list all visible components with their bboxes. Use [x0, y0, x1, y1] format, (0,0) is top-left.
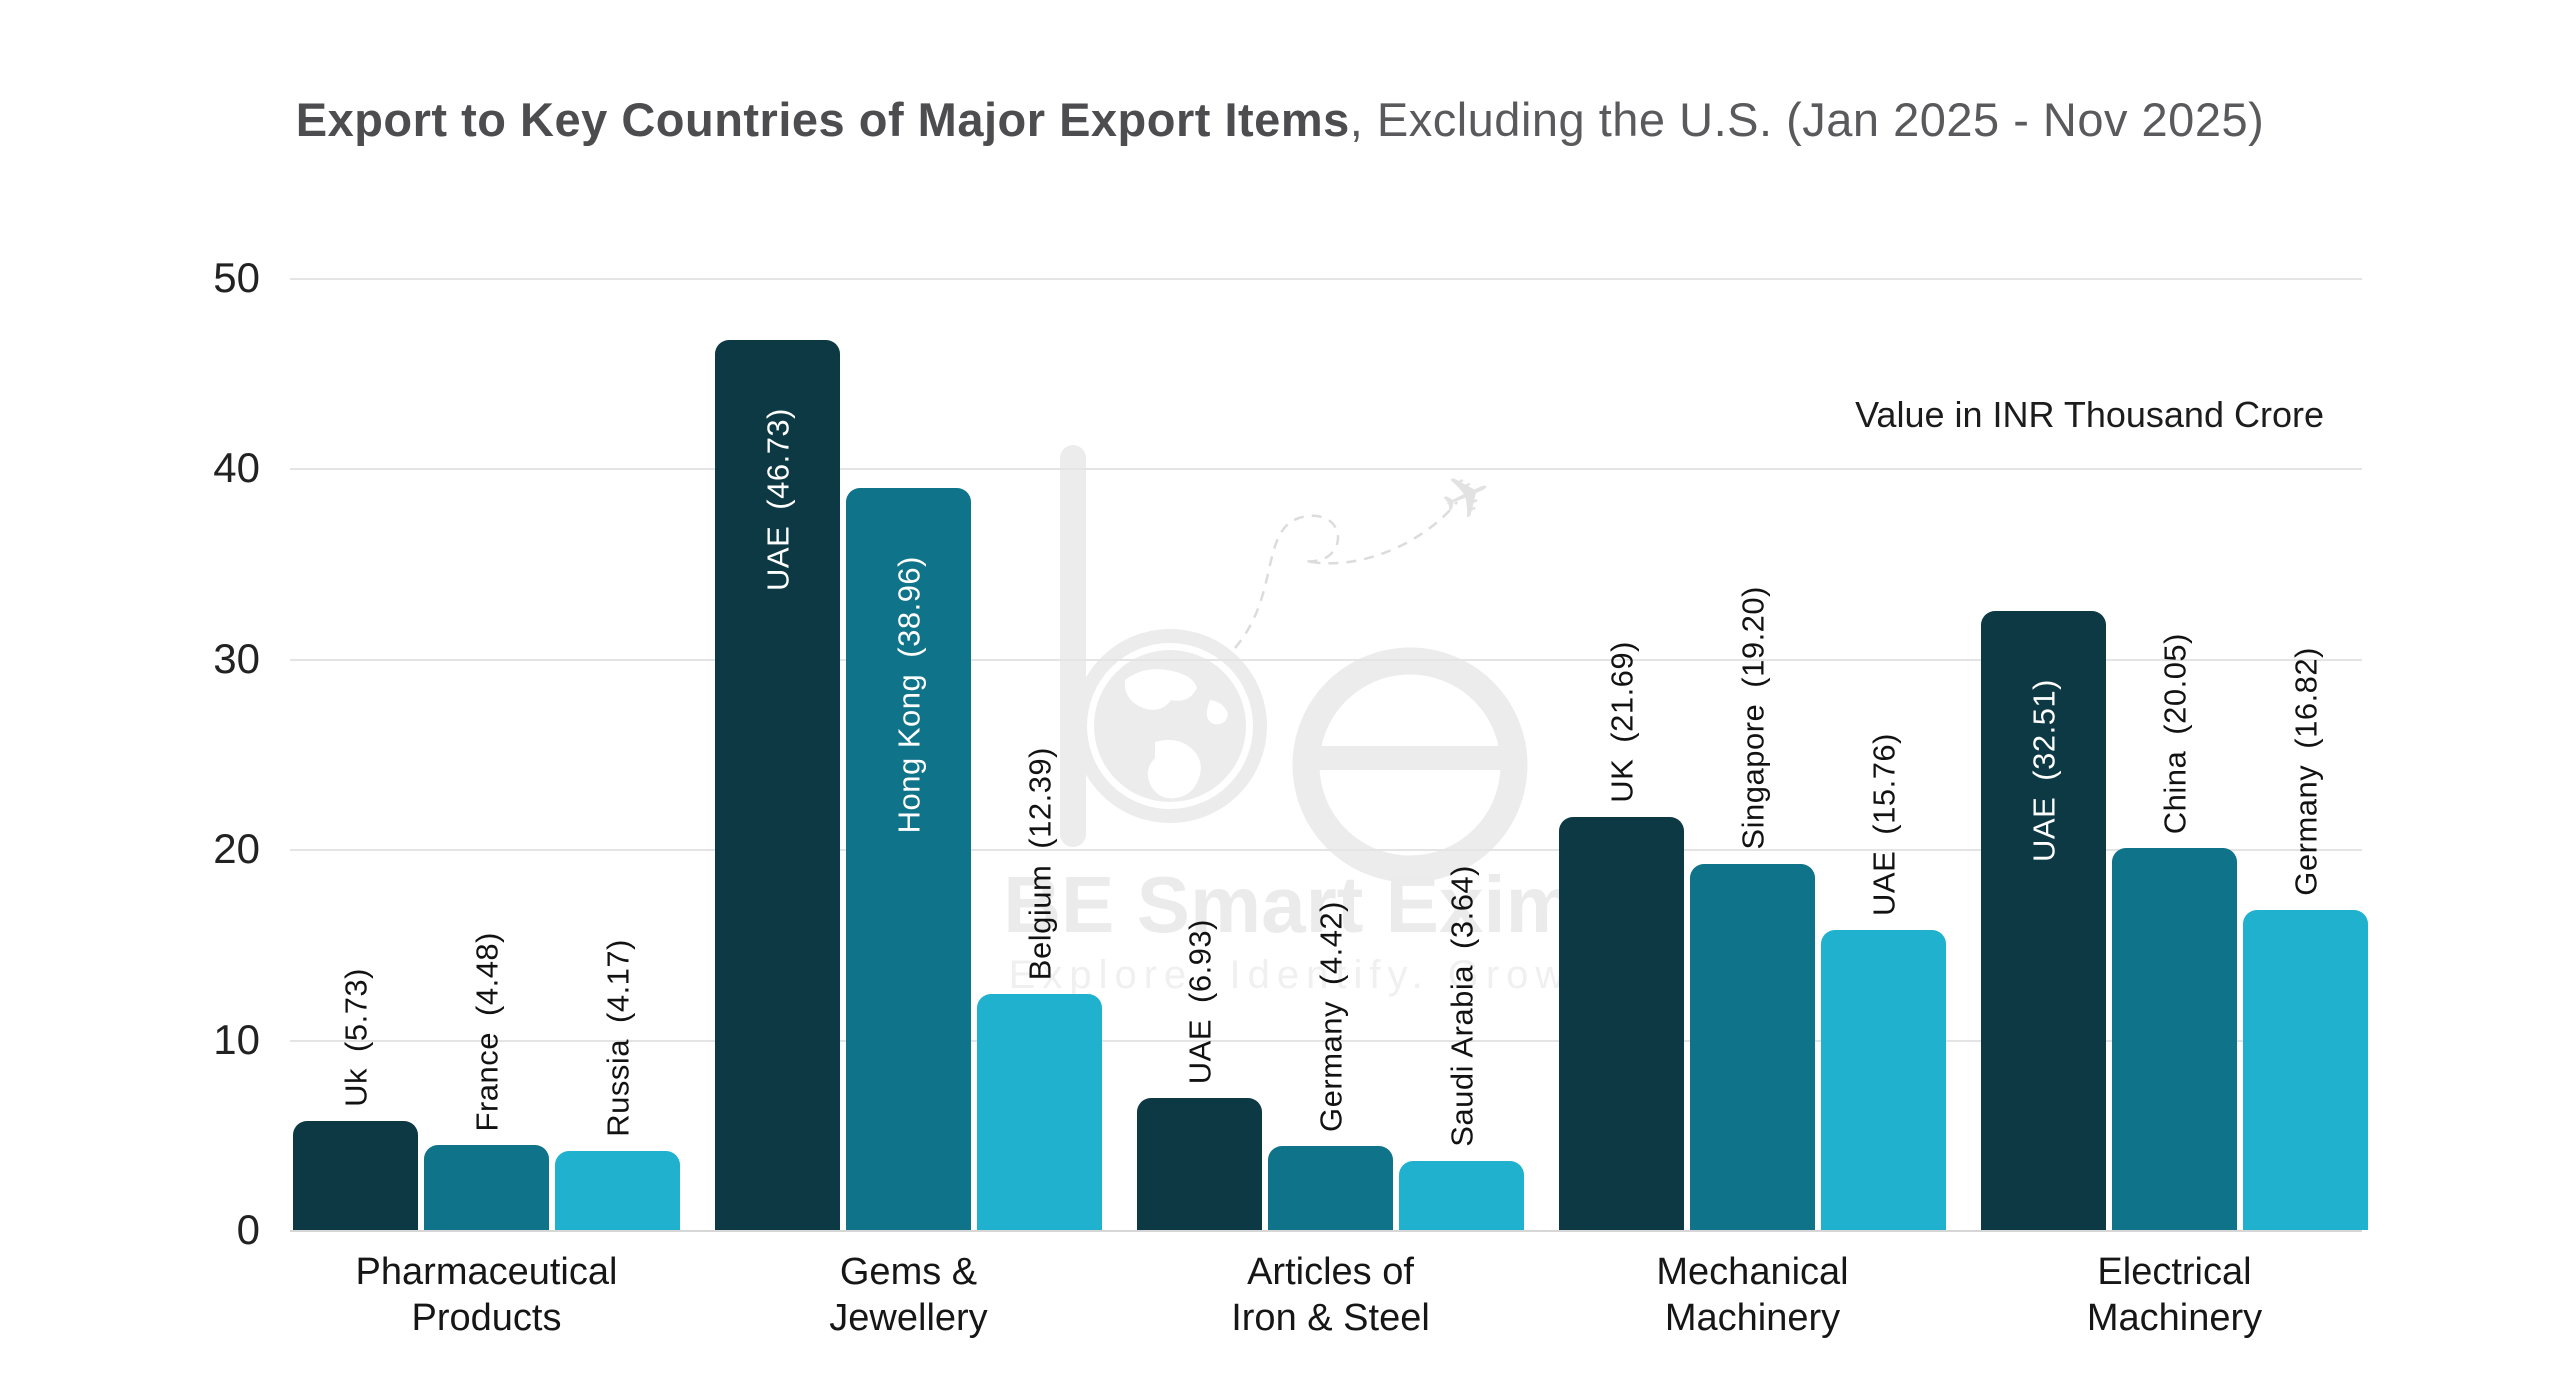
chart-title-bold: Export to Key Countries of Major Export … — [295, 93, 1350, 146]
bar-wrap: Belgium (12.39) — [977, 747, 1102, 1230]
bar-wrap: Uk (5.73) — [293, 968, 418, 1230]
bar-wrap: France (4.48) — [424, 932, 549, 1230]
bar-label: UK (21.69) — [1604, 641, 1639, 803]
bars-row: Uk (5.73) France (4.48) Russia (4.17) — [293, 932, 680, 1230]
gridline-40 — [290, 468, 2362, 471]
category-label-line: Articles of — [1247, 1251, 1414, 1293]
watermark-brand: BE Smart Exim — [1003, 860, 1577, 949]
bars-row: UK (21.69) Singapore (19.20) UAE (15.76) — [1559, 586, 1946, 1230]
globe-icon — [1094, 650, 1246, 802]
bar-wrap: UAE (46.73) — [715, 340, 840, 1230]
bar-singapore — [1690, 864, 1815, 1230]
bars-row: UAE (32.51) China (20.05) Germany (16.82) — [1981, 611, 2368, 1230]
flight-trail — [1234, 501, 1458, 649]
category-label-line: Machinery — [2086, 1296, 2263, 1339]
bar-label: Belgium (12.39) — [1022, 746, 1057, 980]
bar-wrap: Germany (4.42) — [1268, 901, 1393, 1230]
bar-group-2: UAE (46.73) Hong Kong (38.96) Belgium (12.… — [715, 340, 1102, 1339]
bar-label: Singapore (19.20) — [1735, 586, 1770, 850]
chart-title-rest: , Excluding the U.S. (Jan 2025 - Nov 202… — [1349, 93, 2265, 146]
bar-label: France (4.48) — [469, 931, 504, 1131]
bar-group-1: Uk (5.73) France (4.48) Russia (4.17) Pharm… — [293, 932, 680, 1339]
bar-label: UAE (46.73) — [760, 408, 795, 591]
bar-label: Saudi Arabia (3.64) — [1444, 865, 1479, 1147]
bar-uae — [715, 340, 840, 1230]
y-tick-20: 20 — [213, 825, 260, 873]
bar-label: UAE (6.93) — [1182, 918, 1217, 1084]
bar-group-3: UAE (6.93) Germany (4.42) Saudi Arabia (3.… — [1137, 865, 1524, 1339]
bar-label: China (20.05) — [2157, 632, 2192, 834]
bar-belgium — [977, 994, 1102, 1230]
bar-label: Germany (16.82) — [2288, 647, 2323, 896]
bar-wrap: UK (21.69) — [1559, 641, 1684, 1230]
y-tick-50: 50 — [213, 254, 260, 301]
bar-saudi-arabia — [1399, 1161, 1524, 1230]
bars-row: UAE (6.93) Germany (4.42) Saudi Arabia (3.… — [1137, 865, 1524, 1230]
bar-wrap: Saudi Arabia (3.64) — [1399, 865, 1524, 1230]
bar-wrap: UAE (32.51) — [1981, 611, 2106, 1230]
unit-note: Value in INR Thousand Crore — [1855, 394, 2324, 435]
category-label-line: Electrical — [2097, 1251, 2252, 1293]
category-label-line: Mechanical — [1656, 1251, 1849, 1293]
y-tick-30: 30 — [213, 634, 260, 682]
category-label: Gems & Jewellery — [659, 1250, 1159, 1341]
gridline-50 — [290, 278, 2362, 280]
y-tick-40: 40 — [213, 444, 260, 492]
bar-label: Uk (5.73) — [338, 968, 373, 1107]
y-tick-10: 10 — [213, 1015, 260, 1063]
chart-title: Export to Key Countries of Major Export … — [0, 92, 2560, 147]
bar-wrap: UAE (15.76) — [1821, 733, 1946, 1230]
category-label-line: Machinery — [1664, 1296, 1841, 1339]
category-label-line: Jewellery — [829, 1296, 988, 1339]
category-label: Electrical Machinery — [1925, 1250, 2425, 1341]
bar-wrap: UAE (6.93) — [1137, 919, 1262, 1230]
category-label: Mechanical Machinery — [1503, 1250, 2003, 1341]
category-label: Articles of Iron & Steel — [1081, 1250, 1581, 1341]
bar-russia — [555, 1151, 680, 1230]
bars-row: UAE (46.73) Hong Kong (38.96) Belgium (12.… — [715, 340, 1102, 1230]
bar-wrap: Germany (16.82) — [2243, 647, 2368, 1230]
bar-group-4: UK (21.69) Singapore (19.20) UAE (15.76) Me… — [1559, 586, 1946, 1339]
bar-label: Hong Kong (38.96) — [891, 556, 926, 834]
gridline-30 — [290, 658, 2362, 661]
gridline-20 — [290, 849, 2362, 852]
bar-uae — [1981, 611, 2106, 1230]
gridline-0 — [290, 1230, 2362, 1232]
plot-area: 0 10 20 30 40 50 Uk (5.73) France (4.48) Russia… — [213, 254, 2368, 1339]
bar-groups: Uk (5.73) France (4.48) Russia (4.17) Pharm… — [293, 340, 2368, 1339]
category-label: Pharmaceutical Products — [237, 1250, 737, 1341]
gridline-10 — [290, 1039, 2362, 1042]
bar-wrap: Singapore (19.20) — [1690, 586, 1815, 1230]
bar-uae — [1821, 930, 1946, 1230]
bar-hong-kong — [846, 488, 971, 1230]
bar-germany — [2243, 910, 2368, 1230]
bar-china — [2112, 848, 2237, 1230]
bar-uae — [1137, 1098, 1262, 1230]
category-label-line: Iron & Steel — [1231, 1296, 1430, 1339]
bar-label: Russia (4.17) — [600, 939, 635, 1137]
watermark-b-bowl — [1073, 629, 1267, 823]
bar-france — [424, 1145, 549, 1230]
bar-uk — [1559, 817, 1684, 1230]
bar-label: UAE (15.76) — [1866, 733, 1901, 916]
y-tick-0: 0 — [236, 1206, 260, 1253]
category-label-line: Gems & — [839, 1251, 978, 1293]
bar-wrap: Russia (4.17) — [555, 939, 680, 1230]
category-label-line: Products — [411, 1296, 562, 1339]
bar-group-5: UAE (32.51) China (20.05) Germany (16.82) E… — [1981, 611, 2368, 1339]
bar-wrap: Hong Kong (38.96) — [846, 488, 971, 1230]
bar-label: Germany (4.42) — [1313, 901, 1348, 1132]
bar-wrap: China (20.05) — [2112, 633, 2237, 1230]
bar-germany — [1268, 1146, 1393, 1230]
bar-label: UAE (32.51) — [2026, 679, 2061, 862]
category-label-line: Pharmaceutical — [355, 1251, 618, 1293]
bar-uk — [293, 1121, 418, 1230]
watermark-e-ring — [1292, 647, 1528, 883]
watermark-tagline: Explore. Identify. Grow — [1009, 953, 1572, 997]
